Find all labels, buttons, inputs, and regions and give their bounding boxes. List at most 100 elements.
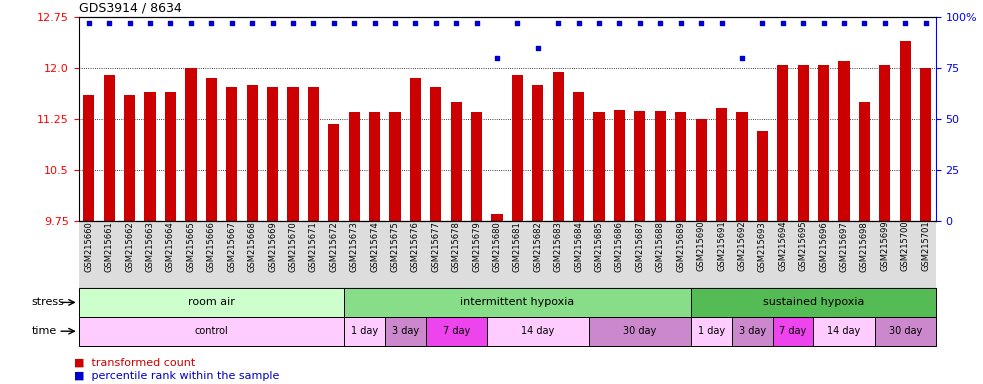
Bar [431,87,441,221]
Point [264,20,280,26]
Bar [818,65,830,221]
Bar [879,65,891,221]
Point [143,20,158,26]
Text: 3 day: 3 day [391,326,419,336]
Text: 7 day: 7 day [442,326,470,336]
Bar [471,112,483,221]
Bar [287,87,299,221]
Text: 3 day: 3 day [738,326,766,336]
Bar [838,61,849,221]
Bar [344,317,384,346]
Bar [589,317,691,346]
Point [224,20,240,26]
Bar [691,317,731,346]
Point [387,20,403,26]
Point [632,20,648,26]
Text: stress: stress [31,297,65,308]
Point [693,20,709,26]
Bar [773,317,813,346]
Point [285,20,301,26]
Bar [344,288,691,317]
Point [550,20,566,26]
Bar [205,78,217,221]
Point [672,20,688,26]
Bar [675,112,686,221]
Bar [655,111,665,221]
Bar [426,317,487,346]
Point [306,20,321,26]
Point [591,20,607,26]
Point [509,20,525,26]
Bar [573,92,584,221]
Text: room air: room air [188,297,235,308]
Point [571,20,587,26]
Point [162,20,178,26]
Bar [731,317,773,346]
Bar [634,111,646,221]
Text: time: time [31,326,57,336]
Point [795,20,811,26]
Text: 30 day: 30 day [623,326,657,336]
Point [346,20,362,26]
Text: 1 day: 1 day [351,326,377,336]
Text: intermittent hypoxia: intermittent hypoxia [460,297,574,308]
Point [326,20,342,26]
Text: sustained hypoxia: sustained hypoxia [763,297,864,308]
Point [775,20,790,26]
Point [367,20,382,26]
Bar [813,317,875,346]
Bar [594,112,605,221]
Bar [859,102,870,221]
Bar [613,110,625,221]
Bar [797,65,809,221]
Point [408,20,424,26]
Text: 7 day: 7 day [780,326,807,336]
Point [856,20,872,26]
Point [816,20,832,26]
Bar [79,288,344,317]
Bar [899,41,911,221]
Point [734,55,750,61]
Bar [716,108,727,221]
Bar [267,87,278,221]
Bar [247,85,258,221]
Bar [328,124,339,221]
Bar [103,75,115,221]
Point [244,20,260,26]
Point [101,20,117,26]
Bar [552,71,564,221]
Bar [410,78,421,221]
Bar [389,112,401,221]
Text: 30 day: 30 day [889,326,922,336]
Text: 14 day: 14 day [521,326,554,336]
Bar [736,112,747,221]
Bar [384,317,426,346]
Point [755,20,771,26]
Bar [512,75,523,221]
Point [611,20,627,26]
Point [897,20,913,26]
Text: 1 day: 1 day [698,326,724,336]
Bar [875,317,936,346]
Point [530,45,546,51]
Bar [84,95,94,221]
Point [122,20,138,26]
Point [469,20,485,26]
Bar [165,92,176,221]
Point [81,20,96,26]
Text: ■  percentile rank within the sample: ■ percentile rank within the sample [74,371,279,381]
Bar [185,68,197,221]
Text: ■  transformed count: ■ transformed count [74,358,195,368]
Point [203,20,219,26]
Text: control: control [195,326,228,336]
Bar [450,102,462,221]
Bar [349,112,360,221]
Bar [226,87,237,221]
Point [183,20,199,26]
Text: 14 day: 14 day [828,326,860,336]
Bar [920,68,931,221]
Point [837,20,852,26]
Bar [308,87,318,221]
Bar [778,65,788,221]
Bar [492,214,502,221]
